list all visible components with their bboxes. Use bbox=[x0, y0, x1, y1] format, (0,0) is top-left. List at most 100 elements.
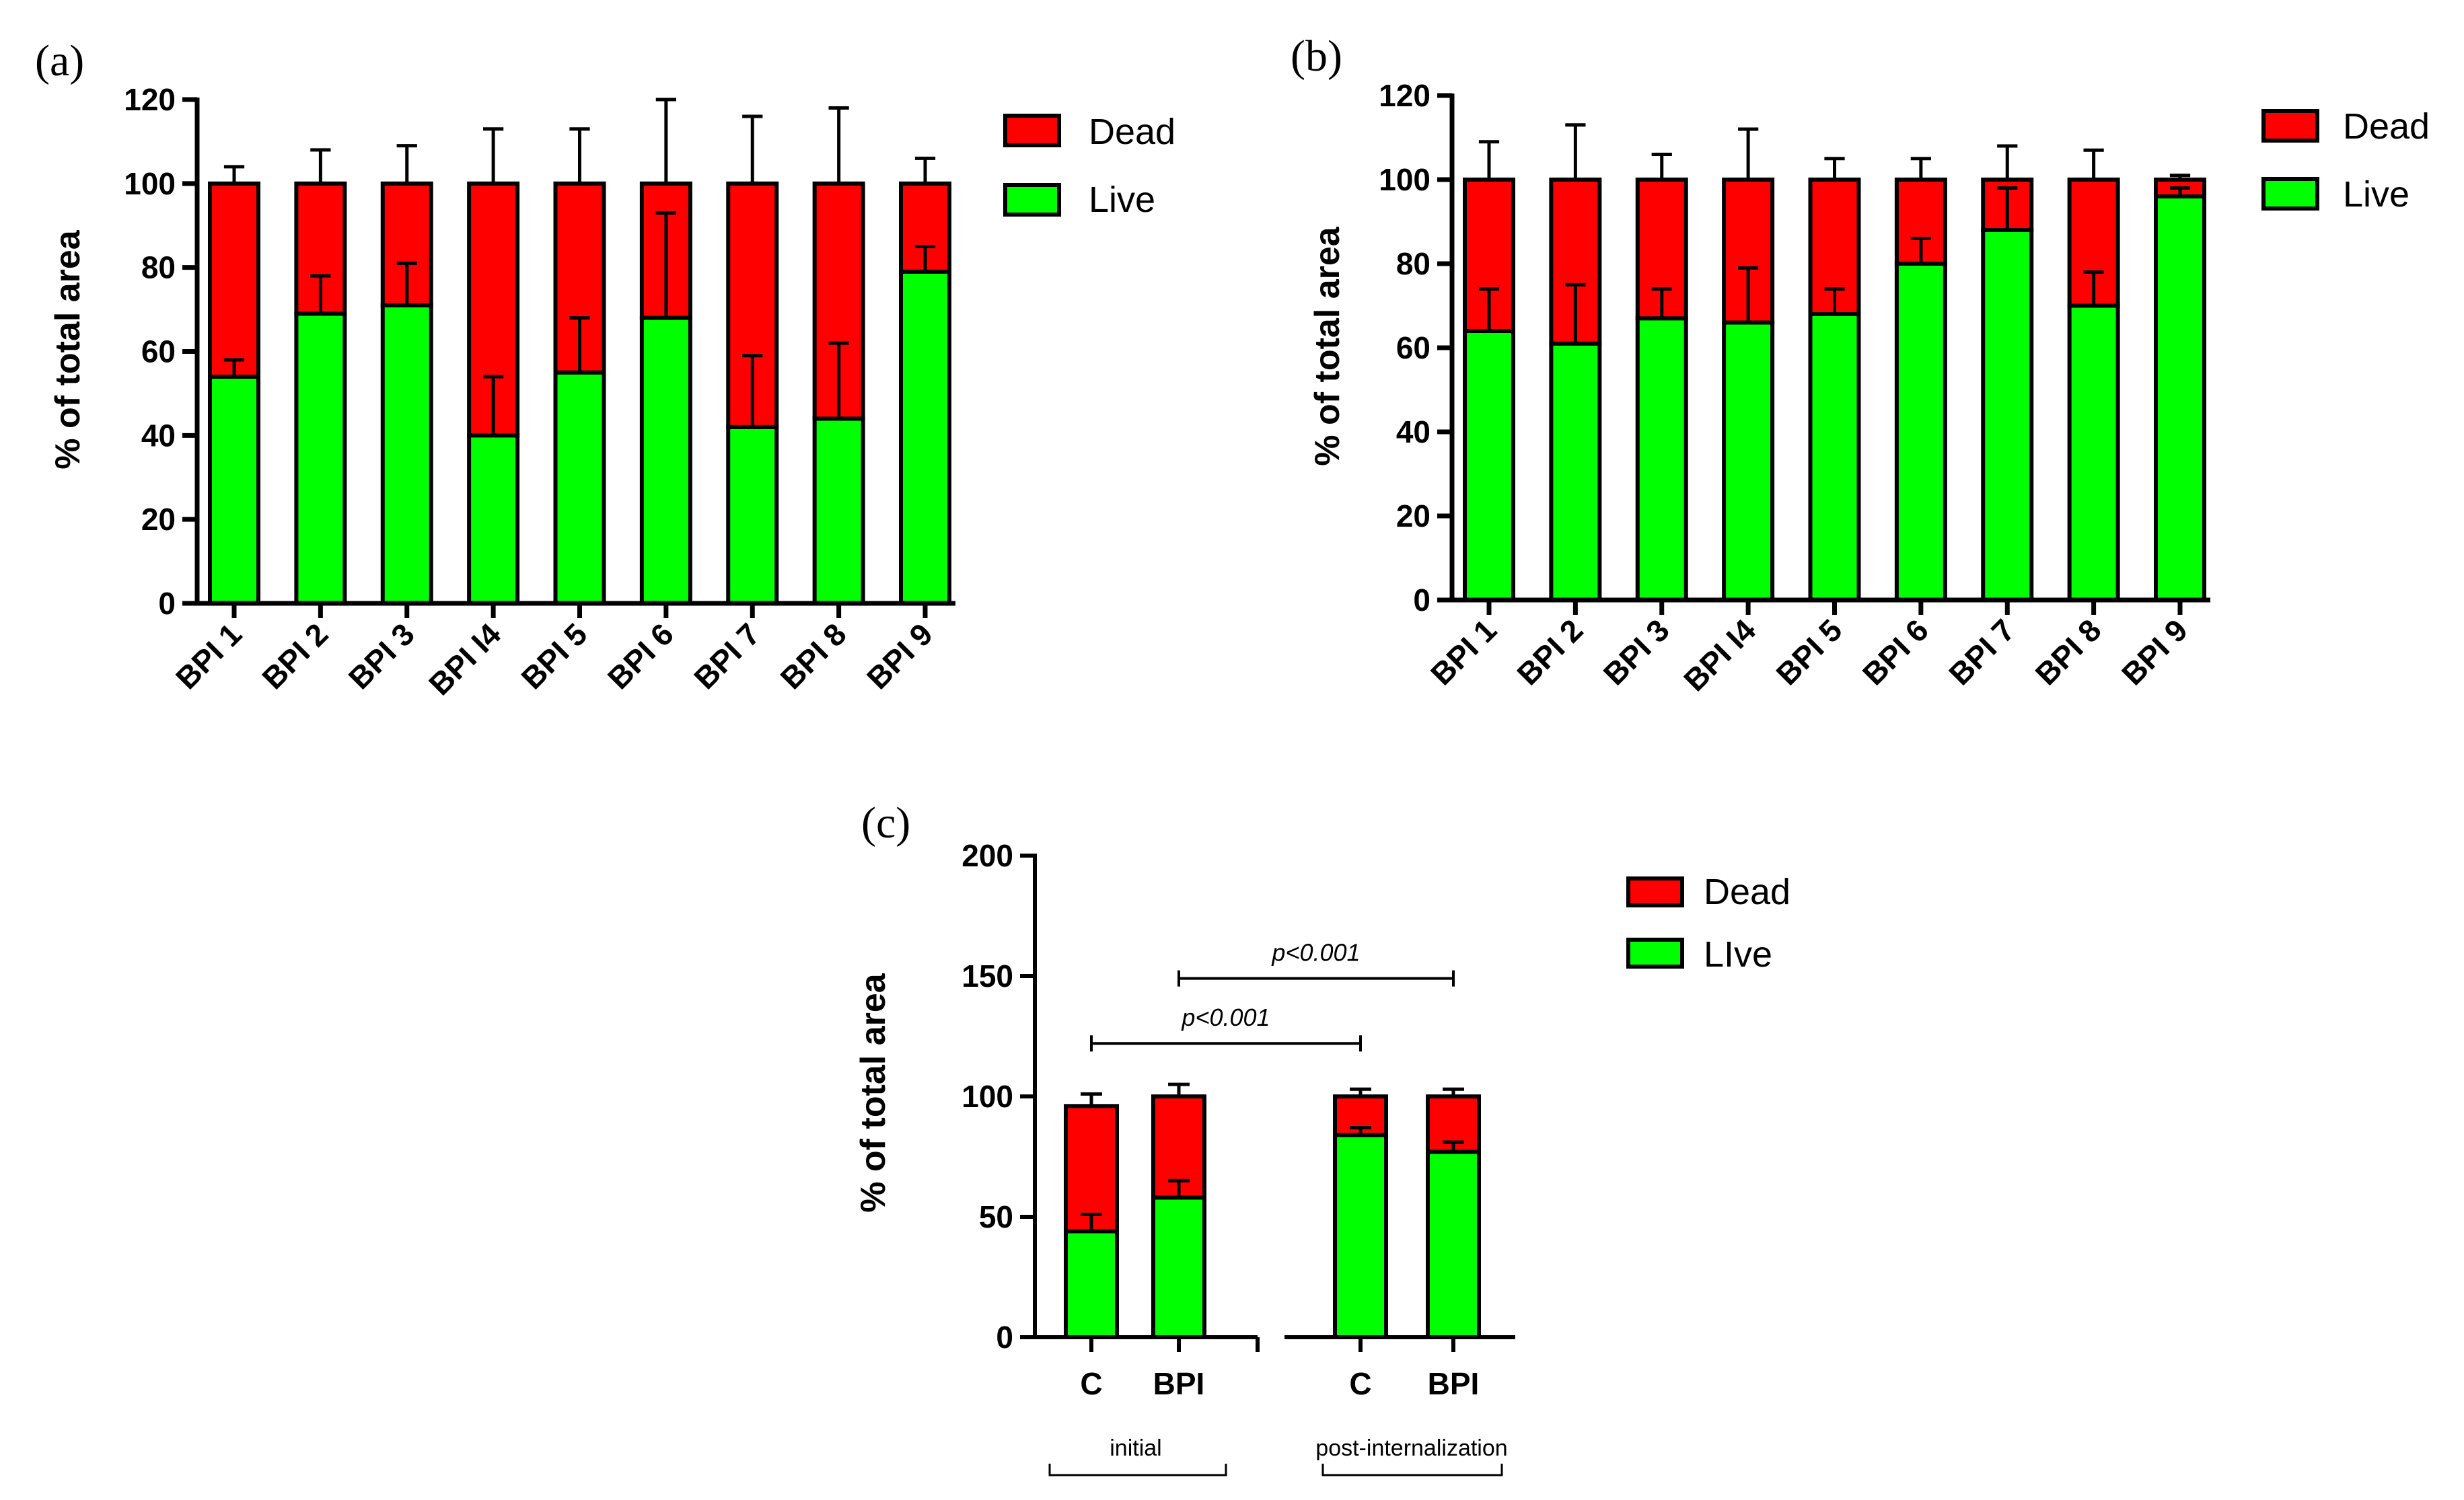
axes-c bbox=[1020, 854, 1515, 1352]
x-tick-c-3: BPI bbox=[1428, 1366, 1480, 1401]
bar-live-b-6 bbox=[1981, 228, 2034, 602]
y-tick-a-3: 60 bbox=[141, 334, 176, 369]
error-bar-dead-a-8 bbox=[914, 156, 936, 184]
error-bar-live-a-6 bbox=[742, 354, 763, 427]
bar-live-a-4 bbox=[553, 370, 606, 605]
error-bar-live-b-2 bbox=[1651, 287, 1672, 319]
error-bar-live-b-8 bbox=[2169, 186, 2191, 196]
x-ticks-b: BPI 1 BPI 2 BPI 3 BPI I4 BPI 5 BPI 6 BPI… bbox=[1424, 612, 2194, 698]
error-bar-dead-c-2 bbox=[1350, 1087, 1371, 1096]
bar-live-a-6 bbox=[726, 424, 779, 605]
error-bar-dead-b-8 bbox=[2169, 174, 2191, 180]
x-tick-a-3: BPI I4 bbox=[422, 616, 507, 702]
axes-a bbox=[182, 97, 955, 618]
error-bar-dead-a-5 bbox=[655, 98, 676, 184]
bar-live-a-3 bbox=[467, 433, 520, 605]
x-tick-a-2: BPI 3 bbox=[342, 616, 421, 696]
chart-panel-b: (b) 0 20 40 60 80 100 120 BPI 1 BPI 2 BP… bbox=[1291, 32, 2430, 698]
error-bar-dead-a-4 bbox=[569, 127, 590, 184]
error-bar-dead-b-6 bbox=[1997, 144, 2018, 180]
x-tick-b-3: BPI I4 bbox=[1677, 612, 1762, 698]
x-tick-b-5: BPI 6 bbox=[1856, 612, 1935, 691]
legend-c: Dead LIve bbox=[1626, 872, 1790, 975]
legend-swatch-dead-c bbox=[1626, 876, 1684, 907]
significance-bracket-1 bbox=[1177, 970, 1455, 987]
legend-label-live-c: LIve bbox=[1704, 934, 1772, 975]
group-bracket-initial bbox=[1048, 1464, 1227, 1476]
error-bar-live-a-3 bbox=[483, 375, 504, 436]
y-tick-a-4: 80 bbox=[141, 250, 176, 285]
error-bar-dead-c-1 bbox=[1168, 1082, 1190, 1096]
y-tick-b-4: 80 bbox=[1396, 246, 1430, 281]
bars-b bbox=[1463, 178, 2206, 602]
y-tick-b-1: 20 bbox=[1396, 498, 1430, 533]
bar-live-b-1 bbox=[1549, 341, 1602, 602]
error-bar-dead-a-6 bbox=[742, 114, 763, 184]
error-bar-live-b-3 bbox=[1738, 266, 1759, 323]
error-bar-dead-a-7 bbox=[828, 106, 849, 184]
error-bar-live-c-1 bbox=[1168, 1178, 1190, 1198]
x-tick-c-1: BPI bbox=[1153, 1366, 1205, 1401]
y-tick-a-0: 0 bbox=[158, 586, 176, 621]
significance-annotations-c: p<0.001 p<0.001 bbox=[1090, 939, 1455, 1052]
error-bar-dead-b-7 bbox=[2083, 148, 2104, 180]
bar-live-c-1 bbox=[1151, 1195, 1206, 1339]
bar-live-c-0 bbox=[1064, 1229, 1119, 1339]
x-tick-a-6: BPI 7 bbox=[687, 616, 766, 696]
y-tick-a-6: 120 bbox=[124, 82, 176, 117]
error-bar-dead-a-0 bbox=[223, 165, 245, 184]
legend-label-dead-c: Dead bbox=[1704, 872, 1790, 912]
bar-live-b-3 bbox=[1722, 320, 1775, 602]
y-tick-c-3: 150 bbox=[962, 959, 1013, 993]
bar-live-a-1 bbox=[294, 311, 347, 605]
bar-live-b-4 bbox=[1808, 312, 1861, 602]
y-ticks-b: 0 20 40 60 80 100 120 bbox=[1379, 78, 1430, 617]
error-bar-live-c-2 bbox=[1350, 1126, 1371, 1135]
bar-live-b-0 bbox=[1463, 329, 1515, 602]
y-tick-a-5: 100 bbox=[124, 166, 176, 201]
error-bar-dead-a-1 bbox=[310, 148, 331, 184]
y-tick-a-2: 40 bbox=[141, 418, 176, 453]
bar-live-b-2 bbox=[1635, 316, 1688, 602]
error-bar-dead-b-3 bbox=[1738, 127, 1759, 180]
error-bar-dead-c-0 bbox=[1081, 1092, 1102, 1107]
error-bar-dead-a-2 bbox=[396, 144, 417, 184]
x-tick-b-4: BPI 5 bbox=[1769, 612, 1848, 691]
group-bracket-post-internalization bbox=[1321, 1464, 1503, 1476]
y-tick-c-0: 0 bbox=[996, 1320, 1013, 1355]
error-bar-live-a-0 bbox=[223, 358, 245, 377]
bar-live-b-8 bbox=[2154, 194, 2206, 602]
significance-label-0: p<0.001 bbox=[1181, 1004, 1270, 1031]
legend-swatch-live-b bbox=[2261, 177, 2319, 211]
x-tick-b-8: BPI 9 bbox=[2115, 612, 2194, 691]
x-tick-a-0: BPI 1 bbox=[169, 616, 248, 696]
error-bar-dead-c-3 bbox=[1443, 1087, 1464, 1096]
error-bar-live-b-4 bbox=[1824, 287, 1845, 314]
error-bar-dead-b-2 bbox=[1651, 153, 1672, 180]
x-tick-a-1: BPI 2 bbox=[255, 616, 334, 696]
y-axis-label-b: % of total area bbox=[1308, 226, 1347, 465]
x-tick-b-2: BPI 3 bbox=[1597, 612, 1676, 691]
x-ticks-a: BPI 1 BPI 2 BPI 3 BPI I4 BPI 5 BPI 6 BPI… bbox=[169, 616, 939, 702]
panel-label-a: (a) bbox=[35, 36, 84, 85]
axes-b bbox=[1437, 93, 2210, 615]
chart-panel-a: (a) 0 20 40 60 80 100 120 BPI 1 BPI 2 BP… bbox=[35, 36, 1175, 702]
legend-b: Dead Live bbox=[2261, 106, 2430, 215]
panel-label-b: (b) bbox=[1291, 32, 1342, 81]
panel-label-c: (c) bbox=[861, 798, 910, 848]
error-bars-c bbox=[1081, 1082, 1464, 1232]
group-labels-c: initial post-internalization bbox=[1048, 1435, 1508, 1476]
bar-live-c-2 bbox=[1333, 1133, 1388, 1340]
y-tick-c-1: 50 bbox=[979, 1199, 1013, 1234]
legend-label-live-b: Live bbox=[2343, 174, 2409, 215]
error-bar-dead-a-3 bbox=[483, 127, 504, 184]
y-tick-b-0: 0 bbox=[1413, 583, 1430, 617]
error-bar-live-a-7 bbox=[828, 341, 849, 419]
significance-bracket-0 bbox=[1090, 1035, 1362, 1052]
y-tick-b-2: 40 bbox=[1396, 414, 1430, 449]
legend-swatch-dead-b bbox=[2261, 109, 2319, 143]
error-bar-live-b-6 bbox=[1997, 186, 2018, 230]
legend-label-dead-b: Dead bbox=[2343, 106, 2430, 147]
error-bar-dead-b-0 bbox=[1478, 140, 1500, 180]
